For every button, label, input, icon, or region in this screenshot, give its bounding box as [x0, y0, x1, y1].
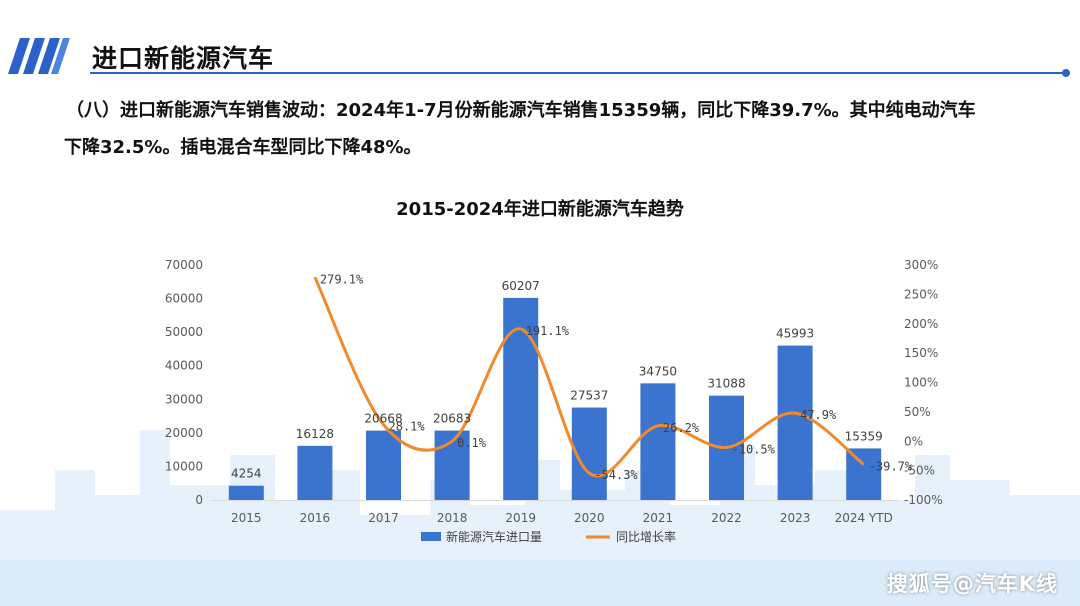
line-value-label: 279.1% [320, 272, 364, 286]
bar-2017 [366, 430, 401, 500]
header-divider [90, 72, 1067, 74]
y-left-tick-label: 20000 [165, 426, 203, 440]
line-value-label: 28.1% [389, 420, 426, 434]
x-tick-label: 2015 [231, 511, 262, 525]
x-tick-label: 2017 [368, 511, 399, 525]
y-right-tick-label: 100% [904, 376, 938, 390]
bar-value-label: 15359 [845, 429, 883, 443]
bar-value-label: 31088 [707, 377, 745, 391]
y-right-tick-label: 300% [904, 258, 938, 272]
bar-2015 [228, 485, 264, 500]
y-right-tick-label: -100% [904, 493, 943, 507]
x-tick-label: 2023 [780, 511, 811, 525]
y-right-tick-label: 200% [904, 317, 938, 331]
legend-bar-swatch [421, 532, 441, 541]
x-tick-label: 2021 [643, 511, 674, 525]
x-tick-label: 2018 [437, 511, 468, 525]
bar-2024-ytd [846, 448, 882, 500]
bar-2021 [640, 383, 676, 500]
bar-value-label: 16128 [296, 427, 334, 441]
y-left-tick-label: 0 [195, 493, 203, 507]
y-left-tick-label: 40000 [165, 359, 203, 373]
line-value-label: -39.7% [869, 460, 913, 474]
legend-line-label: 同比增长率 [616, 529, 676, 544]
x-tick-label: 2020 [574, 511, 605, 525]
line-value-label: 26.2% [663, 421, 700, 435]
watermark-text: 搜狐号@汽车K线 [886, 572, 1058, 596]
y-left-tick-label: 60000 [165, 292, 203, 306]
x-tick-label: 2019 [505, 511, 536, 525]
header-divider-dot [1062, 69, 1070, 77]
summary-line-1: （八）进口新能源汽车销售波动：2024年1-7月份新能源汽车销售15359辆，同… [66, 100, 976, 121]
bar-value-label: 34750 [639, 364, 677, 378]
line-value-label: -10.5% [732, 442, 776, 456]
y-right-tick-label: 150% [904, 346, 938, 360]
section-header: 进口新能源汽车 [0, 30, 1080, 80]
skyline-base [0, 560, 1080, 606]
chart-title: 2015-2024年进口新能源汽车趋势 [396, 199, 684, 220]
bar-2016 [297, 445, 333, 500]
y-left-tick-label: 10000 [165, 459, 203, 473]
summary-paragraph: （八）进口新能源汽车销售波动：2024年1-7月份新能源汽车销售15359辆，同… [64, 92, 1044, 166]
page-title: 进口新能源汽车 [92, 44, 275, 73]
x-tick-label: 2024 YTD [835, 511, 893, 525]
y-left-tick-label: 30000 [165, 392, 203, 406]
line-value-label: 191.1% [526, 324, 570, 338]
growth-rate-line [313, 276, 865, 478]
bar-value-label: 4254 [231, 467, 262, 481]
bar-value-label: 45993 [776, 327, 814, 341]
y-left-tick-label: 70000 [165, 258, 203, 272]
legend-bar-label: 新能源汽车进口量 [446, 529, 542, 544]
bar-value-label: 20668 [364, 412, 402, 426]
y-right-tick-label: 50% [904, 405, 931, 419]
bar-2023 [777, 345, 813, 500]
y-right-tick-label: 250% [904, 287, 938, 301]
line-value-label: -54.3% [594, 468, 638, 482]
y-left-tick-label: 50000 [165, 325, 203, 339]
bar-2019 [503, 297, 539, 500]
stripes-logo-icon [8, 38, 70, 74]
bar-value-label: 20683 [433, 412, 471, 426]
x-tick-label: 2016 [300, 511, 331, 525]
bar-value-label: 60207 [502, 279, 540, 293]
bar-value-label: 27537 [570, 389, 608, 403]
summary-line-2: 下降32.5%。插电混合车型同比下降48%。 [64, 137, 422, 158]
y-right-tick-label: -50% [904, 464, 935, 478]
x-tick-label: 2022 [711, 511, 742, 525]
y-right-tick-label: 0% [904, 434, 923, 448]
line-value-label: 0.1% [457, 436, 487, 450]
line-value-label: 47.9% [800, 408, 837, 422]
